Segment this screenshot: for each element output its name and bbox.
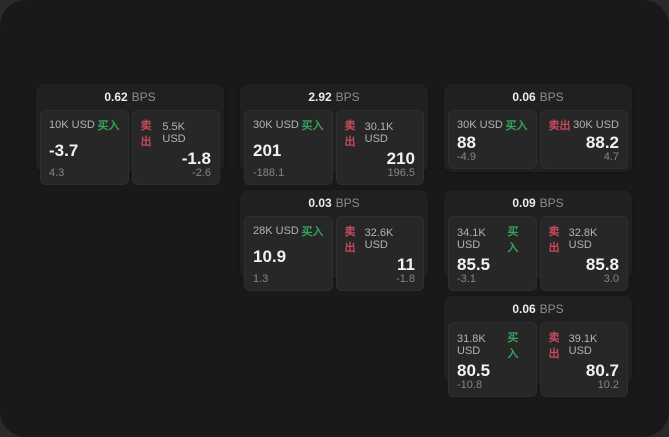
tile-header: 0.06 BPS (448, 296, 628, 322)
tile-header: 0.09 BPS (448, 190, 628, 216)
sell-price: -1.8 (181, 149, 211, 168)
bps-unit: BPS (131, 90, 156, 104)
buy-label: 买入 (507, 226, 519, 254)
sell-amount: 30K USD (573, 119, 619, 131)
sell-label: 卖出 (344, 226, 356, 254)
bps-unit: BPS (539, 302, 564, 316)
sell-panel[interactable]: 卖出 39.1K USD 80.7 10.2 (539, 322, 628, 397)
tile-header: 2.92 BPS (244, 84, 424, 110)
sell-amount: 30.1K USD (364, 121, 394, 145)
buy-panel[interactable]: 30K USD 买入 88 -4.9 (448, 110, 537, 169)
sell-delta: -1.8 (396, 273, 415, 285)
buy-label: 买入 (507, 332, 519, 360)
price-tile: 0.06 BPS 31.8K USD 买入 80.5 -10.8 卖 (444, 296, 632, 397)
sell-panel[interactable]: 卖出 32.6K USD 11 -1.8 (335, 216, 424, 291)
price-tile: 0.03 BPS 28K USD 买入 10.9 1.3 卖出 (240, 190, 428, 291)
buy-label: 买入 (301, 226, 324, 238)
buy-delta: -188.1 (253, 167, 285, 179)
tile-body: 10K USD 买入 -3.7 4.3 卖出 5.5K USD -1.8 -2.… (40, 110, 220, 185)
buy-amount: 30K USD (457, 119, 503, 131)
sell-label: 卖出 (140, 120, 152, 148)
buy-panel[interactable]: 31.8K USD 买入 80.5 -10.8 (448, 322, 537, 397)
buy-amount: 10K USD (49, 119, 95, 131)
sell-panel[interactable]: 卖出 30.1K USD 210 196.5 (335, 110, 424, 185)
buy-delta: 1.3 (253, 273, 269, 285)
buy-price: 201 (253, 141, 282, 160)
price-tile: 0.62 BPS 10K USD 买入 -3.7 4.3 卖出 (36, 84, 224, 185)
sell-panel[interactable]: 卖出 5.5K USD -1.8 -2.6 (131, 110, 220, 185)
bps-value: 0.06 (512, 90, 536, 104)
tile-body: 30K USD 买入 201 -188.1 卖出 30.1K USD 210 1… (244, 110, 424, 185)
sell-delta: 196.5 (387, 167, 415, 179)
sell-label: 卖出 (548, 332, 560, 360)
buy-panel[interactable]: 34.1K USD 买入 85.5 -3.1 (448, 216, 537, 291)
buy-amount: 31.8K USD (457, 333, 486, 357)
sell-delta: -2.6 (192, 167, 211, 179)
buy-amount: 28K USD (253, 225, 299, 237)
sell-amount: 5.5K USD (162, 121, 186, 145)
bps-value: 0.06 (512, 302, 536, 316)
bps-value: 2.92 (308, 90, 332, 104)
buy-panel[interactable]: 28K USD 买入 10.9 1.3 (244, 216, 333, 291)
buy-label: 买入 (505, 120, 528, 132)
buy-price: 10.9 (253, 247, 287, 266)
buy-amount: 30K USD (253, 119, 299, 131)
buy-price: 85.5 (457, 255, 491, 274)
sell-amount: 39.1K USD (568, 333, 598, 357)
bps-unit: BPS (539, 196, 564, 210)
buy-panel[interactable]: 10K USD 买入 -3.7 4.3 (40, 110, 129, 185)
price-tile: 2.92 BPS 30K USD 买入 201 -188.1 卖出 (240, 84, 428, 185)
sell-label: 卖出 (548, 226, 560, 254)
tile-header: 0.62 BPS (40, 84, 220, 110)
buy-price: 88 (457, 133, 476, 152)
bps-unit: BPS (539, 90, 564, 104)
buy-delta: -10.8 (457, 379, 483, 391)
sell-panel[interactable]: 卖出 32.8K USD 85.8 3.0 (539, 216, 628, 291)
buy-amount: 34.1K USD (457, 227, 486, 251)
sell-price: 11 (397, 255, 415, 274)
buy-label: 买入 (301, 120, 324, 132)
buy-price: -3.7 (49, 141, 79, 160)
tile-body: 30K USD 买入 88 -4.9 卖出 30K USD 88.2 4.7 (448, 110, 628, 169)
sell-delta: 10.2 (597, 379, 619, 391)
buy-delta: -3.1 (457, 273, 476, 285)
sell-delta: 4.7 (603, 151, 619, 163)
bps-unit: BPS (335, 90, 360, 104)
price-tiles-grid: 0.62 BPS 10K USD 买入 -3.7 4.3 卖出 (36, 84, 632, 397)
buy-price: 80.5 (457, 361, 491, 380)
bps-value: 0.62 (104, 90, 128, 104)
tile-header: 0.03 BPS (244, 190, 424, 216)
bps-value: 0.09 (512, 196, 536, 210)
sell-price: 88.2 (585, 133, 619, 152)
sell-amount: 32.8K USD (568, 227, 598, 251)
price-tile: 0.06 BPS 30K USD 买入 88 -4.9 卖出 (444, 84, 632, 172)
sell-price: 210 (386, 149, 415, 168)
tile-body: 34.1K USD 买入 85.5 -3.1 卖出 32.8K USD 85.8… (448, 216, 628, 291)
buy-delta: 4.3 (49, 167, 65, 179)
bps-value: 0.03 (308, 196, 332, 210)
sell-price: 80.7 (585, 361, 619, 380)
tile-body: 28K USD 买入 10.9 1.3 卖出 32.6K USD 11 -1.8 (244, 216, 424, 291)
bps-unit: BPS (335, 196, 360, 210)
tile-body: 31.8K USD 买入 80.5 -10.8 卖出 39.1K USD 80.… (448, 322, 628, 397)
tile-header: 0.06 BPS (448, 84, 628, 110)
price-tile: 0.09 BPS 34.1K USD 买入 85.5 -3.1 卖出 (444, 190, 632, 291)
buy-delta: -4.9 (457, 151, 476, 163)
sell-amount: 32.6K USD (364, 227, 394, 251)
sell-delta: 3.0 (603, 273, 619, 285)
sell-label: 卖出 (344, 120, 356, 148)
sell-price: 85.8 (585, 255, 619, 274)
sell-panel[interactable]: 卖出 30K USD 88.2 4.7 (539, 110, 628, 169)
buy-panel[interactable]: 30K USD 买入 201 -188.1 (244, 110, 333, 185)
buy-label: 买入 (97, 120, 120, 132)
sell-label: 卖出 (548, 120, 571, 132)
